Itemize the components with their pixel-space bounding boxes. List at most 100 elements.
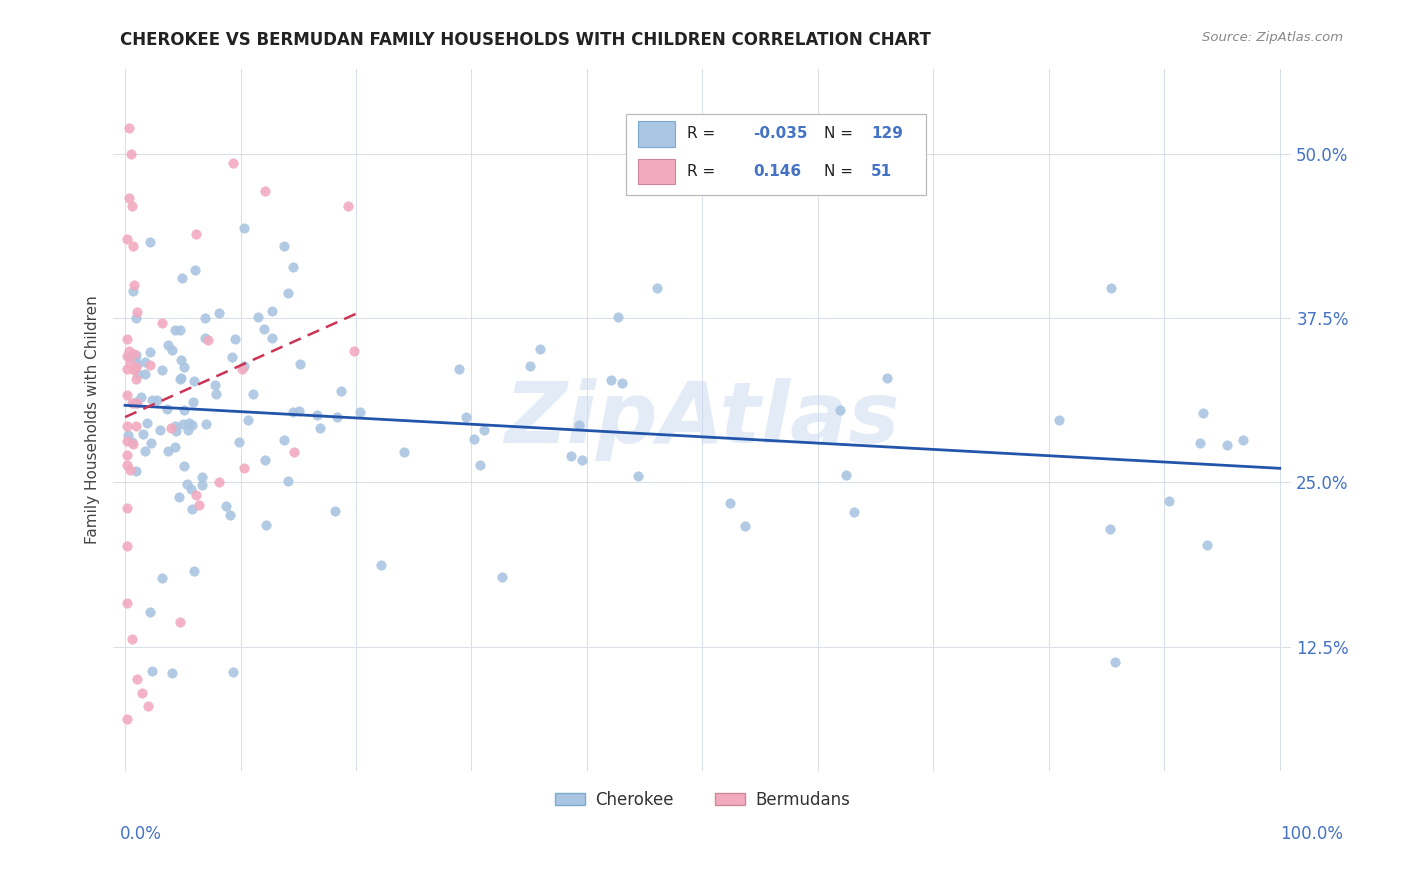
Text: 51: 51 bbox=[870, 164, 891, 179]
Point bbox=[307, 408, 329, 422]
Point bbox=[176, 477, 198, 491]
Point bbox=[222, 156, 245, 170]
Point bbox=[124, 351, 146, 365]
Point bbox=[129, 390, 152, 404]
Point bbox=[181, 418, 204, 433]
Point bbox=[146, 393, 169, 408]
Point bbox=[121, 396, 143, 410]
Point bbox=[253, 322, 276, 336]
Point bbox=[117, 361, 139, 376]
Point bbox=[150, 362, 173, 376]
Point bbox=[208, 306, 231, 320]
Point bbox=[254, 518, 277, 533]
Point bbox=[191, 470, 214, 484]
Text: R =: R = bbox=[688, 127, 716, 142]
Text: R =: R = bbox=[688, 164, 716, 179]
Point bbox=[491, 570, 513, 584]
Point bbox=[204, 378, 226, 392]
Point bbox=[188, 498, 211, 512]
Point bbox=[253, 184, 276, 198]
Point bbox=[120, 463, 142, 477]
Point bbox=[125, 464, 148, 478]
Point bbox=[529, 342, 551, 356]
Point bbox=[1099, 280, 1122, 294]
Point bbox=[288, 404, 311, 418]
Point bbox=[195, 417, 218, 431]
Point bbox=[169, 372, 191, 386]
Point bbox=[117, 712, 139, 726]
Point bbox=[1104, 655, 1126, 669]
FancyBboxPatch shape bbox=[626, 114, 927, 195]
Point bbox=[172, 417, 194, 431]
Point bbox=[125, 304, 148, 318]
Point bbox=[117, 120, 139, 135]
Point bbox=[122, 347, 145, 361]
Point bbox=[122, 239, 145, 253]
Point bbox=[233, 460, 256, 475]
Point bbox=[262, 331, 284, 345]
Point bbox=[117, 349, 139, 363]
Point bbox=[221, 351, 243, 365]
Point bbox=[468, 458, 491, 472]
Point bbox=[610, 376, 633, 391]
Point bbox=[844, 505, 866, 519]
Text: N =: N = bbox=[824, 164, 852, 179]
Point bbox=[169, 615, 191, 629]
Point bbox=[463, 432, 485, 446]
Point bbox=[150, 316, 173, 330]
Point bbox=[197, 333, 219, 347]
Point bbox=[242, 387, 264, 401]
Point bbox=[117, 350, 139, 364]
Point bbox=[246, 310, 269, 325]
Point bbox=[117, 231, 139, 245]
Point bbox=[169, 323, 191, 337]
Point bbox=[392, 444, 415, 458]
Point bbox=[308, 421, 330, 435]
Point bbox=[1197, 538, 1219, 552]
Legend: Cherokee, Bermudans: Cherokee, Bermudans bbox=[548, 784, 856, 816]
Point bbox=[125, 419, 148, 434]
Point bbox=[835, 467, 858, 482]
Y-axis label: Family Households with Children: Family Households with Children bbox=[86, 295, 100, 544]
Point bbox=[1098, 522, 1121, 536]
Point bbox=[131, 685, 153, 699]
Point bbox=[160, 666, 183, 681]
Point bbox=[607, 310, 630, 325]
Point bbox=[173, 360, 195, 375]
Point bbox=[449, 362, 471, 376]
Point bbox=[117, 332, 139, 346]
Point bbox=[208, 475, 231, 489]
Point bbox=[173, 458, 195, 473]
Point bbox=[117, 428, 139, 442]
Point bbox=[117, 388, 139, 402]
Point bbox=[194, 311, 217, 326]
Point bbox=[342, 344, 364, 359]
Point bbox=[160, 421, 183, 435]
Point bbox=[165, 418, 187, 433]
Point bbox=[370, 558, 392, 572]
Point bbox=[336, 199, 359, 213]
Point bbox=[117, 458, 139, 473]
Point bbox=[141, 664, 163, 678]
Point bbox=[519, 359, 541, 373]
Point bbox=[125, 348, 148, 362]
Point bbox=[125, 310, 148, 325]
Point bbox=[139, 436, 162, 450]
Point bbox=[121, 435, 143, 450]
Point bbox=[117, 500, 139, 515]
Text: 129: 129 bbox=[870, 127, 903, 142]
Point bbox=[224, 332, 246, 346]
Point bbox=[127, 357, 149, 371]
Point bbox=[236, 413, 259, 427]
Point bbox=[277, 286, 299, 301]
Point bbox=[1232, 433, 1254, 447]
Point bbox=[219, 508, 242, 522]
Point bbox=[277, 474, 299, 488]
Point bbox=[560, 449, 582, 463]
Point bbox=[165, 424, 187, 438]
Point bbox=[118, 191, 141, 205]
Point bbox=[1188, 435, 1211, 450]
Point bbox=[139, 345, 162, 359]
Point bbox=[1047, 413, 1070, 427]
Point bbox=[599, 373, 621, 387]
